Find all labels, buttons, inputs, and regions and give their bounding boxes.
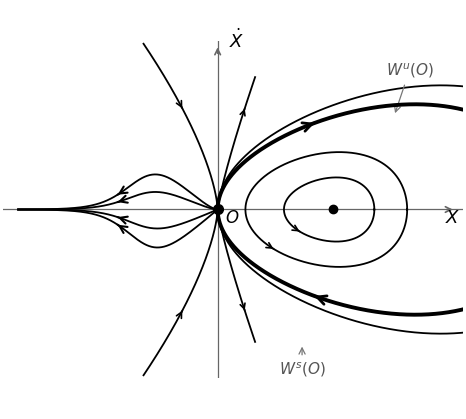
Text: X: X [445,210,458,228]
Text: $W^s(O)$: $W^s(O)$ [279,348,325,379]
Text: $\dot{X}$: $\dot{X}$ [229,29,245,52]
Text: O: O [225,210,238,228]
Text: $W^u(O)$: $W^u(O)$ [385,61,433,112]
